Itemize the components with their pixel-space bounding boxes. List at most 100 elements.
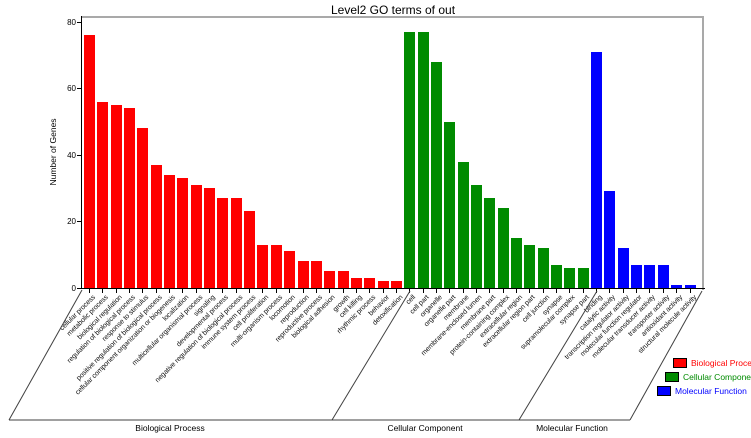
y-tick-label: 80 bbox=[67, 18, 76, 27]
y-axis bbox=[81, 16, 82, 289]
legend-label: Cellular Component bbox=[683, 372, 751, 382]
y-tick-label: 20 bbox=[67, 217, 76, 226]
y-tick bbox=[77, 88, 81, 89]
x-tick bbox=[663, 289, 664, 293]
bar bbox=[458, 162, 469, 288]
x-tick bbox=[262, 289, 263, 293]
bar bbox=[658, 265, 669, 288]
bar bbox=[351, 278, 362, 288]
x-tick bbox=[316, 289, 317, 293]
x-tick bbox=[423, 289, 424, 293]
bar bbox=[631, 265, 642, 288]
x-tick bbox=[690, 289, 691, 293]
bar bbox=[551, 265, 562, 288]
x-tick bbox=[463, 289, 464, 293]
x-tick bbox=[503, 289, 504, 293]
bar bbox=[257, 245, 268, 288]
y-tick-label: 40 bbox=[67, 151, 76, 160]
x-tick bbox=[303, 289, 304, 293]
x-tick bbox=[343, 289, 344, 293]
x-tick bbox=[222, 289, 223, 293]
y-tick-label: 0 bbox=[71, 284, 76, 293]
x-tick bbox=[516, 289, 517, 293]
x-tick bbox=[142, 289, 143, 293]
x-tick bbox=[102, 289, 103, 293]
bar bbox=[591, 52, 602, 288]
x-tick bbox=[129, 289, 130, 293]
x-tick bbox=[449, 289, 450, 293]
y-tick bbox=[77, 221, 81, 222]
bar bbox=[524, 245, 535, 288]
group-label-molecular-function: Molecular Function bbox=[536, 423, 608, 433]
x-tick bbox=[556, 289, 557, 293]
bar bbox=[671, 285, 682, 288]
x-tick bbox=[383, 289, 384, 293]
y-tick bbox=[77, 22, 81, 23]
bar bbox=[685, 285, 696, 288]
bar bbox=[484, 198, 495, 288]
x-tick bbox=[289, 289, 290, 293]
x-tick bbox=[596, 289, 597, 293]
bar bbox=[498, 208, 509, 288]
bar bbox=[471, 185, 482, 288]
bar bbox=[444, 122, 455, 288]
y-tick bbox=[77, 288, 81, 289]
bar bbox=[538, 248, 549, 288]
bar bbox=[404, 32, 415, 288]
x-tick bbox=[182, 289, 183, 293]
x-tick bbox=[396, 289, 397, 293]
legend-item-cellular-component: Cellular Component bbox=[665, 372, 751, 382]
legend-label: Biological Process bbox=[691, 358, 751, 368]
x-tick bbox=[543, 289, 544, 293]
bar bbox=[137, 128, 148, 288]
bar bbox=[164, 175, 175, 288]
group-label-biological-process: Biological Process bbox=[135, 423, 205, 433]
bar bbox=[177, 178, 188, 288]
bar bbox=[217, 198, 228, 288]
x-tick bbox=[569, 289, 570, 293]
bar bbox=[578, 268, 589, 288]
bar bbox=[564, 268, 575, 288]
bar bbox=[244, 211, 255, 288]
x-tick bbox=[489, 289, 490, 293]
x-tick bbox=[236, 289, 237, 293]
legend-swatch-red bbox=[673, 358, 687, 368]
x-tick bbox=[676, 289, 677, 293]
x-tick bbox=[89, 289, 90, 293]
legend-swatch-blue bbox=[657, 386, 671, 396]
x-axis bbox=[81, 288, 705, 289]
x-tick bbox=[609, 289, 610, 293]
x-tick bbox=[169, 289, 170, 293]
bar bbox=[111, 105, 122, 288]
bar bbox=[97, 102, 108, 288]
bar bbox=[284, 251, 295, 288]
chart-title: Level2 GO terms of out bbox=[330, 3, 456, 17]
bar bbox=[338, 271, 349, 288]
bar bbox=[231, 198, 242, 288]
x-tick bbox=[623, 289, 624, 293]
x-tick bbox=[196, 289, 197, 293]
bar bbox=[511, 238, 522, 288]
bar bbox=[364, 278, 375, 288]
legend-item-biological-process: Biological Process bbox=[673, 358, 751, 368]
x-tick bbox=[276, 289, 277, 293]
x-tick bbox=[476, 289, 477, 293]
bar bbox=[618, 248, 629, 288]
x-tick bbox=[249, 289, 250, 293]
legend-item-molecular-function: Molecular Function bbox=[657, 386, 747, 396]
y-tick-label: 60 bbox=[67, 84, 76, 93]
x-tick bbox=[583, 289, 584, 293]
bar bbox=[644, 265, 655, 288]
bar bbox=[311, 261, 322, 288]
x-tick bbox=[436, 289, 437, 293]
group-label-cellular-component: Cellular Component bbox=[387, 423, 463, 433]
x-tick bbox=[156, 289, 157, 293]
bar bbox=[431, 62, 442, 288]
x-tick bbox=[209, 289, 210, 293]
bar bbox=[204, 188, 215, 288]
bar bbox=[298, 261, 309, 288]
bar bbox=[324, 271, 335, 288]
bar bbox=[391, 281, 402, 288]
x-tick bbox=[529, 289, 530, 293]
bar bbox=[418, 32, 429, 288]
